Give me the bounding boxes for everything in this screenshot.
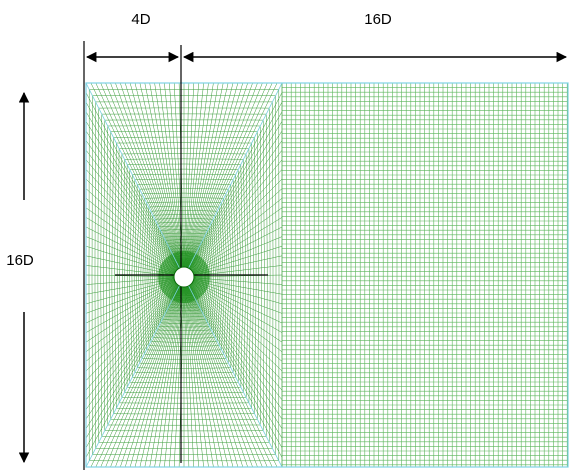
block-diagonal-3: [183, 276, 283, 468]
block-diagonal-2: [85, 276, 185, 468]
domain-boundary: [85, 82, 569, 468]
inlet-width-label: 4D: [131, 11, 150, 28]
cylinder: [173, 266, 195, 288]
block-diagonal-0: [85, 82, 185, 278]
block-diagonal-1: [183, 82, 283, 278]
domain-height-label: 16D: [6, 252, 34, 269]
outlet-length-label: 16D: [364, 11, 392, 28]
outer-mesh-lines: [281, 82, 568, 467]
outer-structured-mesh: [281, 82, 568, 467]
